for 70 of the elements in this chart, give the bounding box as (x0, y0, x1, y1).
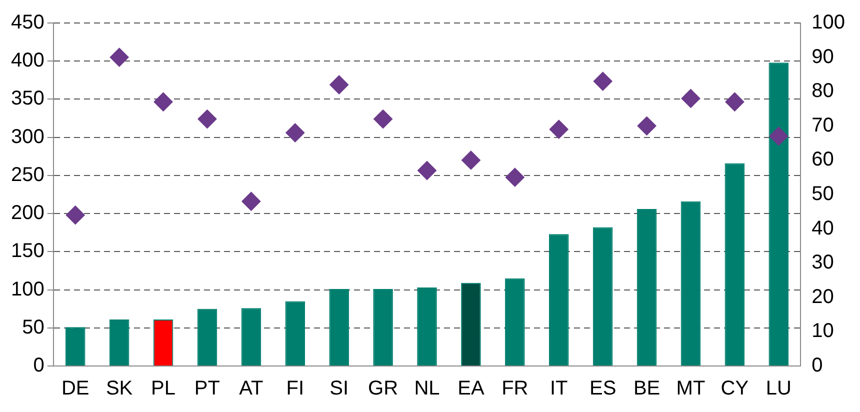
x-tick-label: NL (414, 378, 440, 400)
y-tick-label: 100 (10, 278, 44, 300)
y2-tick-label: 10 (812, 320, 834, 342)
point (154, 92, 173, 112)
x-tick-label: GR (368, 378, 398, 400)
x-tick-label: ES (589, 378, 616, 400)
x-tick-label: SI (330, 378, 349, 400)
point (769, 126, 788, 146)
x-tick-label: BE (633, 378, 660, 400)
x-tick-label: LU (766, 378, 792, 400)
point (418, 160, 436, 180)
y2-tick-label: 30 (812, 252, 834, 274)
bar (241, 308, 262, 366)
bar (548, 234, 569, 366)
point (461, 150, 480, 170)
point (637, 116, 656, 136)
bar (65, 327, 86, 366)
x-tick-label: DE (61, 378, 90, 400)
bar (417, 287, 437, 366)
y2-tick-label: 40 (812, 217, 834, 240)
x-tick-label: FR (502, 378, 528, 400)
point (505, 168, 524, 187)
bar (285, 301, 306, 366)
bar (724, 163, 745, 366)
bar (505, 278, 525, 366)
x-tick-label: EA (458, 378, 485, 400)
point (725, 92, 744, 112)
y-tick-label: 0 (33, 354, 44, 377)
x-tick-label: CY (720, 378, 749, 400)
bar (768, 62, 789, 366)
x-tick-label: IT (550, 378, 568, 400)
bar (592, 227, 613, 366)
y-tick-label: 200 (10, 202, 44, 224)
y-tick-label: 450 (10, 12, 44, 34)
point (286, 123, 305, 142)
x-tick-label: PL (151, 378, 176, 400)
bar (109, 320, 130, 366)
bar (329, 289, 349, 366)
x-tick-label: FI (286, 378, 304, 400)
point (330, 75, 349, 94)
y2-tick-label: 60 (812, 148, 834, 171)
y-tick-label: 300 (10, 126, 44, 148)
point (198, 110, 217, 129)
point (110, 48, 129, 67)
bar (373, 289, 393, 366)
bar (636, 208, 657, 366)
y-tick-label: 350 (10, 88, 44, 110)
x-tick-label: AT (239, 378, 264, 400)
bar (197, 308, 218, 366)
y-tick-label: 50 (22, 316, 44, 338)
y-tick-label: 150 (10, 240, 44, 262)
x-tick-label: SK (106, 378, 134, 400)
y2-tick-label: 100 (812, 12, 846, 34)
bar (680, 201, 701, 366)
x-tick-label: MT (676, 378, 706, 400)
point (242, 192, 261, 211)
y2-tick-label: 0 (812, 354, 823, 377)
y-tick-label: 400 (10, 50, 44, 72)
point (66, 206, 85, 225)
y2-tick-label: 90 (812, 46, 834, 68)
point (681, 88, 700, 108)
y2-tick-label: 70 (812, 114, 834, 136)
point (549, 120, 568, 139)
x-tick-label: PT (194, 378, 220, 400)
point (374, 110, 393, 129)
y2-tick-label: 50 (812, 183, 834, 206)
point (593, 72, 612, 91)
y2-tick-label: 20 (812, 286, 834, 308)
y2-tick-label: 80 (812, 80, 834, 102)
y-tick-label: 250 (10, 164, 44, 186)
